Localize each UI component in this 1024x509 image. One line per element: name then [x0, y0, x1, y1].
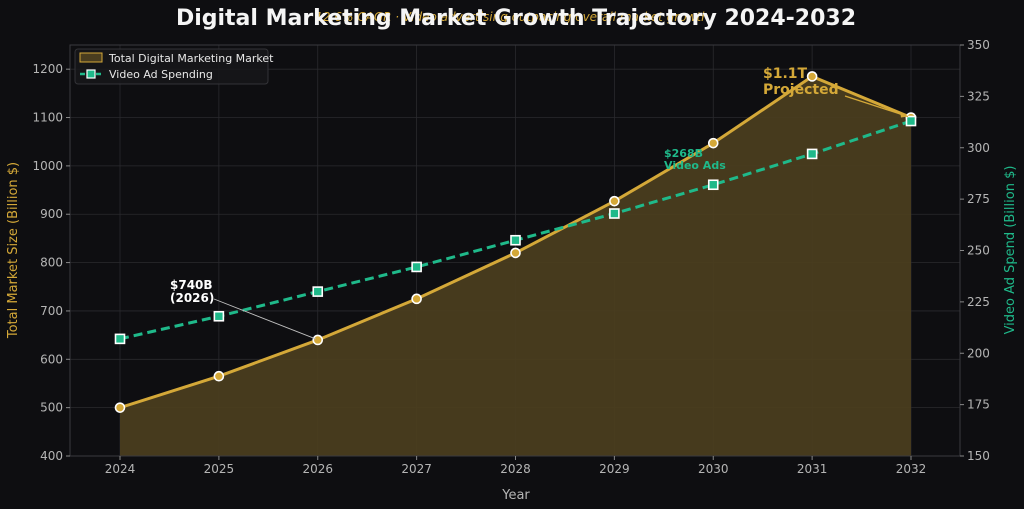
video-point	[213, 310, 225, 322]
annotation-arrow-1-1t	[844, 95, 909, 118]
market-point	[510, 247, 521, 259]
annotation-740b: $740B (2026)	[170, 278, 214, 305]
y-left-tick-label: 700	[40, 304, 63, 318]
market-point	[609, 195, 620, 207]
y-right-tick-label: 275	[967, 192, 990, 206]
axes: 400 500 600 700 800 900 1000 1100 1200 150 175 200 2…	[32, 38, 989, 476]
annotation-arrowhead-1-1t	[900, 111, 908, 118]
y-left-tick-label: 1200	[32, 62, 63, 76]
legend: Total Digital Marketing Market Video Ad …	[74, 48, 274, 85]
legend-video-label: Video Ad Spending	[109, 68, 213, 81]
video-point	[510, 234, 521, 246]
x-tick-label: 2028	[500, 462, 531, 476]
y-left-tick-label: 1100	[32, 111, 63, 125]
y-left-tick-label: 1000	[32, 159, 63, 173]
y-axis-left-label: Total Market Size (Billion $)	[6, 162, 21, 339]
y-axis-right-label: Video Ad Spend (Billion $)	[1003, 166, 1018, 335]
y-right-tick-label: 350	[967, 38, 990, 52]
annotation-arrow-2026	[213, 298, 316, 340]
y-left-tick-label: 900	[40, 207, 63, 221]
annotation-268b: $268B Video Ads	[664, 147, 726, 172]
video-point	[609, 208, 620, 219]
chart-title: Digital Marketing Market Growth Trajecto…	[176, 6, 856, 31]
x-tick-label: 2032	[896, 462, 927, 476]
y-right-tick-label: 200	[967, 346, 990, 360]
market-point	[114, 402, 126, 413]
video-point	[114, 333, 126, 345]
y-right-tick-label: 250	[967, 244, 990, 258]
y-left-tick-label: 600	[40, 352, 63, 366]
x-axis-label: Year	[501, 488, 530, 503]
x-tick-label: 2027	[401, 462, 432, 476]
y-right-tick-label: 175	[967, 398, 990, 412]
x-tick-label: 2031	[797, 462, 828, 476]
market-point	[806, 71, 818, 82]
market-point	[213, 370, 225, 382]
x-tick-label: 2024	[105, 462, 136, 476]
legend-market-swatch	[79, 52, 103, 63]
y-right-tick-label: 225	[967, 295, 990, 309]
annotation-1-1t: $1.1T Projected	[763, 66, 839, 98]
legend-box	[74, 48, 269, 85]
y-left-tick-label: 400	[40, 449, 63, 463]
y-right-tick-label: 300	[967, 141, 990, 155]
video-point	[411, 261, 422, 273]
video-point	[905, 115, 917, 127]
market-point	[312, 334, 324, 346]
legend-market-label: Total Digital Marketing Market	[108, 52, 274, 65]
annotations: $740B (2026) $268B Video Ads $1.1T Projected	[170, 66, 909, 340]
x-tick-label: 2026	[302, 462, 333, 476]
y-right-tick-label: 325	[967, 89, 990, 103]
chart-subtitle: 12.6% CAGR · Video advertising outpacing…	[315, 10, 708, 24]
market-point	[411, 293, 422, 305]
video-point	[806, 148, 818, 160]
x-tick-label: 2029	[599, 462, 630, 476]
market-area-fill	[120, 76, 911, 456]
y-left-tick-label: 800	[40, 256, 63, 270]
y-left-tick-label: 500	[40, 401, 63, 415]
legend-video-marker	[86, 69, 96, 79]
video-point	[707, 179, 719, 191]
x-tick-label: 2030	[698, 462, 729, 476]
x-tick-label: 2025	[204, 462, 235, 476]
video-point	[312, 286, 324, 297]
plot-area	[114, 71, 917, 456]
y-right-tick-label: 150	[967, 449, 990, 463]
market-point	[707, 137, 719, 149]
